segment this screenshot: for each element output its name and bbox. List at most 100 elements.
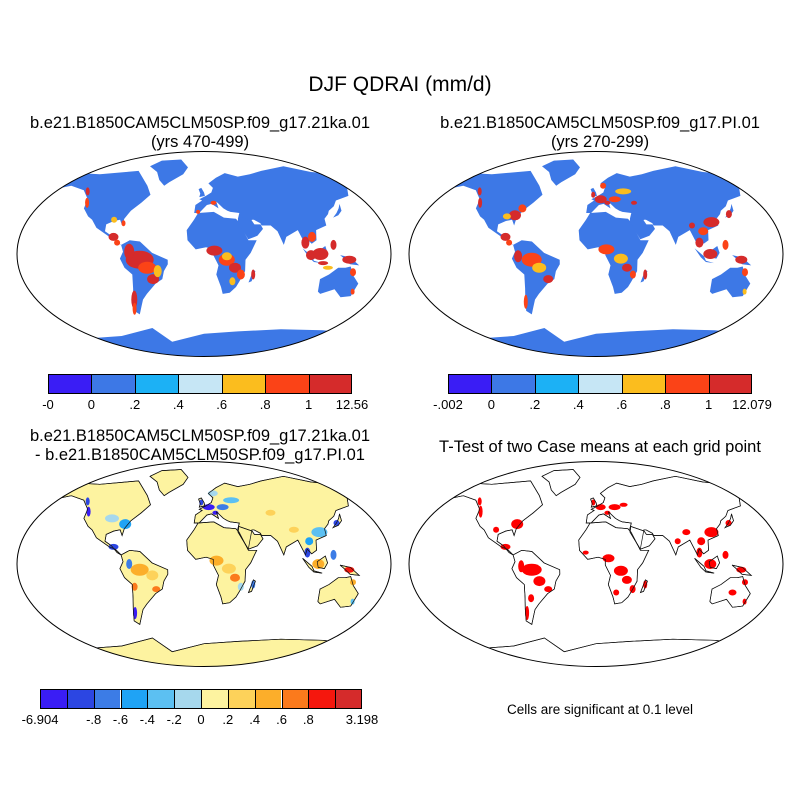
field-patch (703, 217, 720, 228)
coastline-north-america (58, 480, 151, 556)
field-patch (591, 191, 596, 198)
colorbar-tick-label: -.8 (86, 712, 102, 727)
panel-diff-title: b.e21.B1850CAM5CLM50SP.f09_g17.21ka.01 -… (0, 427, 400, 465)
field-patch (322, 265, 333, 270)
map-border (16, 461, 392, 667)
field-patch (105, 514, 119, 523)
landmass-uk (198, 187, 205, 198)
field-patch (742, 268, 748, 277)
field-patch (229, 277, 236, 286)
landmass-australia (317, 266, 359, 298)
coastline-new-guinea (731, 564, 753, 576)
field-patch (223, 497, 240, 504)
colorbar-swatch (227, 689, 255, 709)
colorbar-swatch (120, 689, 148, 709)
field-patch (85, 197, 90, 208)
field-patch (114, 239, 121, 246)
field-patch (311, 527, 328, 538)
field-patch (613, 253, 628, 264)
coastline-arabia (629, 525, 656, 550)
landmass-antarctica (53, 637, 355, 667)
colorbar-swatch (221, 374, 266, 394)
field-patch (528, 594, 535, 603)
colorbar-swatch (201, 689, 228, 709)
field-patch (595, 504, 606, 511)
field-patch (312, 248, 329, 260)
coastline-borneo (708, 555, 720, 569)
field-patch (674, 538, 681, 545)
colorbar-tick-label: 0 (87, 397, 96, 412)
field-patch (350, 288, 355, 295)
coastline-australia (317, 576, 359, 608)
field-patch (608, 504, 621, 511)
coastline-madagascar (639, 579, 648, 594)
panel-case1-title-line1: b.e21.B1850CAM5CLM50SP.f09_g17.21ka.01 (29, 114, 371, 132)
colorbar-swatch (448, 374, 492, 394)
field-patch (121, 220, 126, 227)
field-patch (312, 559, 325, 569)
field-patch (594, 195, 607, 204)
colorbar-tick-label: .6 (276, 712, 287, 727)
field-patch (698, 227, 709, 236)
field-patch (629, 270, 636, 279)
colorbar-swatch (265, 374, 309, 394)
field-patch (622, 263, 632, 272)
coastline-japan (724, 513, 734, 529)
field-patch (85, 497, 90, 506)
colorbar-tick-label: .8 (259, 397, 271, 412)
colorbar-tick-label: .6 (216, 397, 228, 412)
coastline-madagascar (247, 579, 256, 594)
field-patch (689, 222, 695, 229)
coastline-eurasia (585, 475, 752, 556)
coastline-eurasia (193, 475, 360, 556)
field-patch (506, 239, 513, 246)
map-panel-difference (16, 461, 392, 667)
field-patch (682, 529, 691, 536)
colorbar-swatch (40, 689, 67, 709)
field-patch (518, 560, 525, 573)
map-border (16, 151, 392, 357)
field-patch (236, 269, 245, 280)
colorbar-tick-label: -.002 (433, 397, 463, 412)
field-patch (544, 586, 553, 593)
field-patch (728, 589, 737, 596)
field-patch (111, 216, 118, 223)
landmass-antarctica (446, 328, 746, 357)
colorbar-tick-label: -.6 (112, 712, 129, 727)
field-patch (509, 210, 521, 221)
field-patch (124, 243, 135, 260)
field-patch (146, 570, 159, 581)
colorbar-swatch (93, 689, 121, 709)
coastline-borneo (316, 555, 328, 569)
field-patch (216, 504, 229, 511)
panel-ttest-title-line1: T-Test of two Case means at each grid po… (439, 438, 761, 456)
field-patch (132, 302, 137, 315)
colorbar-tick-label: .2 (129, 397, 141, 412)
colorbar-tick-label: .6 (616, 397, 628, 412)
coastline-greenland (149, 469, 189, 497)
landmass-greenland (542, 159, 580, 186)
field-patch (502, 213, 511, 220)
field-patch (631, 200, 637, 205)
colorbar-tick-label: -.4 (139, 712, 155, 727)
colorbar-tick-label: .2 (529, 397, 541, 412)
colorbar-tick-label: .4 (172, 397, 184, 412)
colorbar-swatch (621, 374, 666, 394)
colorbar-swatch (254, 689, 282, 709)
colorbar-tick-label: 1 (304, 397, 313, 412)
colorbar-swatch (335, 689, 362, 709)
colorbar-case2 (448, 374, 752, 394)
colorbar-swatch (665, 374, 709, 394)
landmass-greenland (150, 159, 188, 186)
field-patch (350, 579, 356, 586)
field-patch (704, 559, 717, 569)
field-patch (119, 519, 132, 530)
landmass-japan (725, 203, 734, 218)
field-patch (207, 490, 218, 497)
colorbar-swatch (174, 689, 201, 709)
landmass-sumatra-java (694, 248, 715, 264)
field-patch (613, 589, 620, 596)
field-patch (500, 232, 511, 241)
colorbar-tick-label: 0 (197, 712, 205, 727)
field-patch (130, 563, 149, 576)
